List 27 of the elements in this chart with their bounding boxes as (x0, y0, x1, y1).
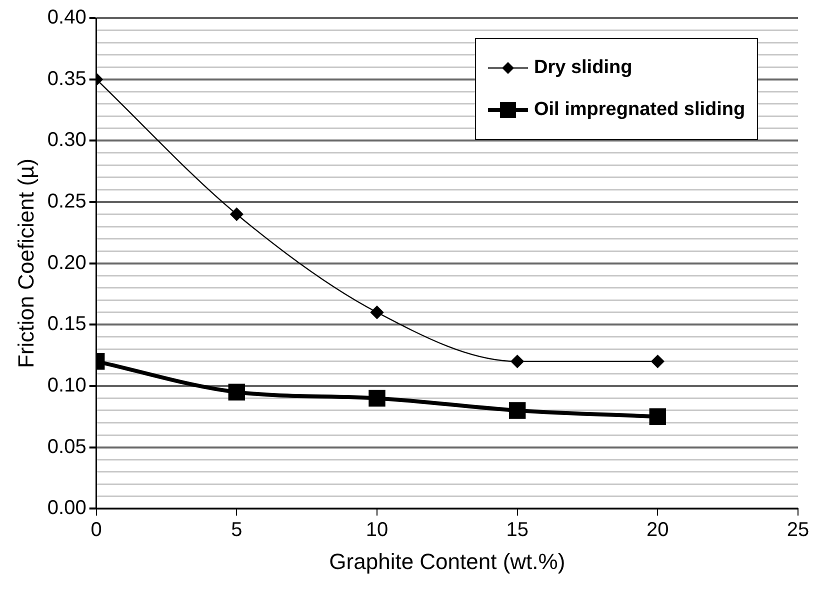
legend-label: Dry sliding (534, 57, 632, 79)
point (510, 354, 524, 368)
y-tick-label: 0.15 (47, 313, 86, 336)
point (228, 384, 246, 400)
y-tick-label: 0.10 (47, 374, 86, 396)
y-tick-label: 0.05 (47, 436, 86, 458)
point (651, 354, 664, 368)
point (230, 208, 244, 221)
x-tick-label: 0 (90, 519, 102, 542)
point (508, 402, 526, 419)
point (370, 306, 384, 319)
y-axis-title: Friction Coeficient (µ) (13, 158, 38, 368)
y-tick-label: 0.30 (47, 129, 86, 152)
y-tick-label: 0.20 (47, 252, 86, 274)
y-tick-label: 0.00 (47, 497, 86, 520)
point (368, 390, 386, 407)
y-tick-label: 0.35 (47, 68, 86, 90)
x-tick-label: 15 (506, 519, 528, 542)
y-tick-label: 0.40 (47, 6, 86, 29)
y-tick-label: 0.25 (47, 190, 86, 212)
x-axis-title: Graphite Content (wt.%) (329, 548, 566, 574)
x-tick-label: 20 (646, 519, 669, 542)
x-tick-label: 10 (366, 519, 388, 542)
x-tick-label: 25 (786, 519, 810, 542)
point (649, 408, 666, 425)
x-tick-label: 5 (231, 519, 242, 542)
legend-label: Oil impregnated sliding (534, 99, 746, 121)
